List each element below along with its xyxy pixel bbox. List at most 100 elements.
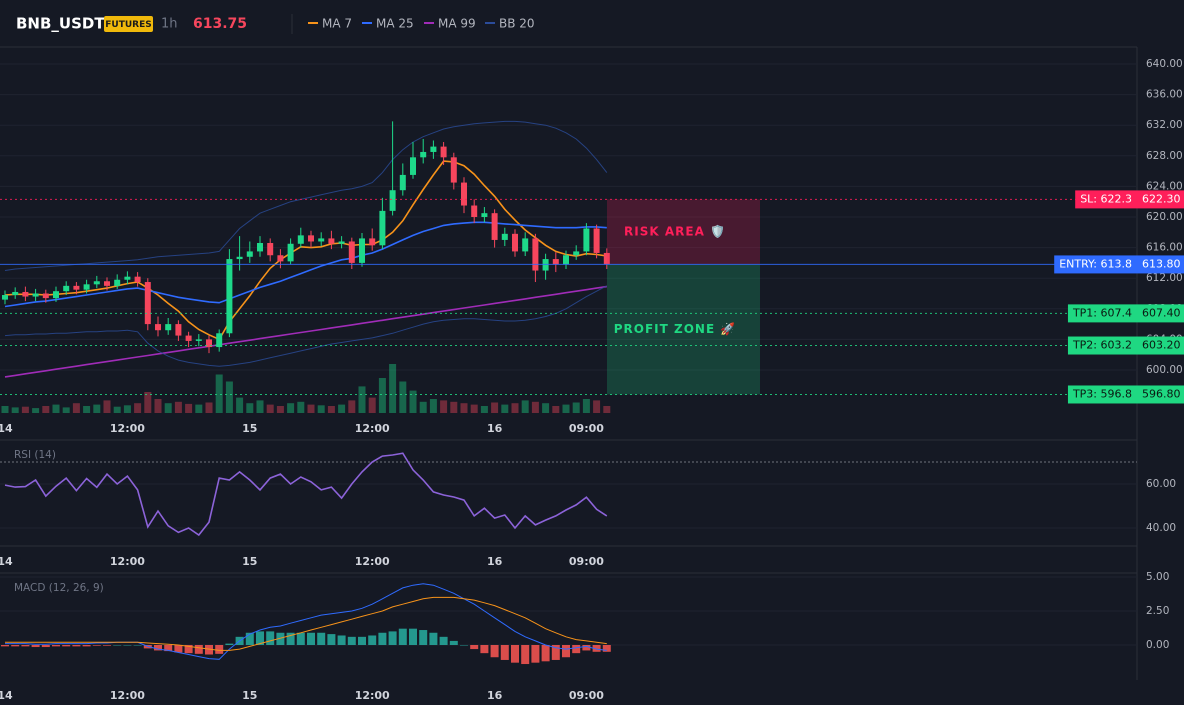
level-value-bg: [1137, 190, 1184, 209]
macd-histogram: [602, 644, 611, 652]
last-price: 613.75: [193, 16, 247, 32]
interval: 1h: [161, 17, 178, 32]
candle-body: [379, 210, 386, 246]
x-tick-label: 12:00: [110, 422, 145, 435]
ma-line: [4, 160, 607, 341]
symbol: BNB_USDT: [16, 15, 105, 33]
candle-body: [165, 324, 172, 331]
volume-bar: [164, 403, 172, 413]
level-name: TP3: 596.8: [1072, 387, 1132, 400]
candle-body: [83, 284, 90, 290]
level-value: 613.80: [1142, 257, 1181, 270]
macd-histogram: [1, 644, 9, 647]
candle-body: [491, 213, 498, 240]
y-tick-label: 628.00: [1146, 150, 1183, 162]
volume-bar: [542, 403, 550, 413]
macd-histogram: [307, 632, 315, 645]
level-value-bg: [1137, 385, 1184, 404]
volume-bar: [552, 406, 560, 413]
pane-title: MACD (12, 26, 9): [14, 582, 104, 594]
level-name-bg: [1067, 336, 1137, 355]
candle-body: [430, 146, 437, 152]
macd-histogram: [245, 632, 254, 645]
volume-bar: [32, 408, 40, 413]
macd-histogram: [205, 644, 213, 655]
volume-bar: [246, 403, 254, 413]
candle-body: [42, 293, 49, 299]
y-tick-label: 612.00: [1146, 272, 1183, 284]
x-tick-label: 09:00: [569, 555, 604, 568]
macd-histogram: [72, 644, 81, 647]
volume-bar: [113, 406, 121, 413]
y-tick-label: 616.00: [1146, 242, 1183, 254]
volume-bar: [572, 402, 580, 413]
level-name-bg: [1054, 255, 1137, 274]
legend-label: MA 99: [438, 17, 476, 31]
candle-body: [532, 238, 539, 271]
macd-histogram: [531, 644, 540, 663]
zone: [607, 199, 760, 265]
y-tick-label: 620.00: [1146, 211, 1183, 223]
macd-histogram: [31, 644, 40, 648]
legend-label: MA 7: [322, 17, 352, 31]
macd-histogram: [541, 644, 550, 662]
pane-title: RSI (14): [14, 449, 56, 461]
volume-bar: [358, 386, 366, 413]
candle-body: [522, 238, 529, 252]
volume-bar: [491, 402, 499, 413]
volume-bar: [480, 406, 488, 413]
x-tick-label: 15: [242, 422, 257, 435]
level-name: TP1: 607.4: [1072, 306, 1132, 319]
candle-body: [410, 157, 416, 175]
candle-body: [155, 324, 161, 331]
macd-histogram: [378, 632, 387, 645]
y-tick-label: 5.00: [1146, 571, 1169, 583]
volume-bar: [450, 401, 458, 413]
volume-bar: [501, 404, 509, 413]
macd-histogram: [62, 644, 71, 647]
macd-histogram: [123, 644, 132, 646]
macd-histogram: [225, 643, 234, 645]
candle-body: [369, 238, 376, 246]
volume-bar: [389, 364, 397, 413]
level-value-bg: [1137, 255, 1184, 274]
volume-bar: [470, 404, 478, 413]
volume-bar: [593, 400, 601, 413]
candle-body: [471, 205, 478, 217]
candle-body: [461, 182, 467, 206]
zone: [607, 264, 760, 395]
level-name-bg: [1075, 190, 1137, 209]
macd-histogram: [582, 644, 591, 651]
volume-bar: [174, 401, 182, 413]
candle-body: [348, 241, 355, 263]
volume-bar: [440, 400, 448, 413]
candle-body: [277, 255, 284, 262]
candle-body: [318, 238, 325, 242]
x-tick-label: 16: [487, 422, 503, 435]
candle-body: [236, 256, 243, 260]
x-tick-label: 09:00: [569, 422, 604, 435]
rsi-line: [4, 452, 608, 537]
volume-bar: [399, 381, 407, 413]
candle-body: [73, 285, 80, 290]
volume-bar: [429, 399, 437, 413]
level-value: 622.30: [1142, 192, 1181, 205]
candle-body: [297, 235, 304, 244]
x-tick-label: 09:00: [569, 689, 604, 702]
x-tick-label: 14: [0, 555, 13, 568]
level-name-bg: [1067, 304, 1137, 323]
candle-body: [216, 333, 223, 348]
volume-bar: [338, 404, 346, 413]
macd-histogram: [276, 632, 285, 645]
volume-bar: [460, 403, 468, 413]
macd-histogram: [388, 631, 397, 645]
macd-histogram: [52, 644, 60, 647]
macd-histogram: [296, 632, 305, 645]
macd-histogram: [41, 644, 50, 648]
macd-histogram: [194, 644, 203, 654]
candle-body: [338, 241, 345, 244]
volume-bar: [195, 404, 203, 413]
x-tick-label: 16: [487, 555, 503, 568]
candle-body: [450, 157, 457, 183]
